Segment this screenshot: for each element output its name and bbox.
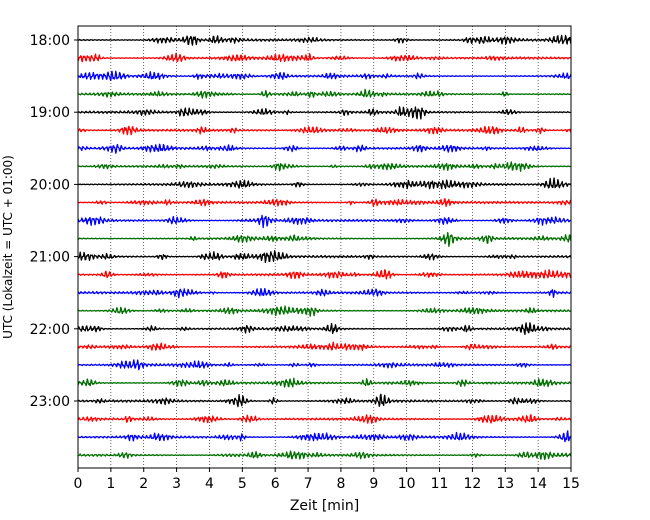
x-tick-label: 7 bbox=[304, 476, 313, 492]
seismic-trace bbox=[77, 430, 572, 443]
trace-group bbox=[77, 34, 572, 461]
seismic-trace bbox=[77, 305, 572, 317]
seismic-trace bbox=[77, 231, 572, 248]
x-tick-label: 2 bbox=[139, 476, 148, 492]
x-tick-label: 13 bbox=[496, 476, 514, 492]
x-tick-label: 9 bbox=[369, 476, 378, 492]
y-tick-label: 21:00 bbox=[30, 250, 70, 266]
y-axis-label: UTC (Lokalzeit = UTC + 01:00) bbox=[1, 155, 15, 339]
seismic-trace bbox=[77, 34, 572, 46]
seismic-trace bbox=[77, 198, 572, 207]
x-tick-label: 1 bbox=[106, 476, 115, 492]
seismic-trace bbox=[77, 106, 572, 120]
seismic-trace bbox=[77, 177, 572, 190]
y-tick-label: 18:00 bbox=[30, 33, 70, 49]
plot-frame bbox=[77, 25, 572, 469]
x-tick-label: 11 bbox=[431, 476, 449, 492]
seismic-trace bbox=[77, 341, 572, 351]
seismic-trace bbox=[77, 414, 572, 424]
x-tick-label: 4 bbox=[205, 476, 214, 492]
seismic-trace bbox=[77, 88, 572, 99]
seismic-trace bbox=[77, 287, 572, 299]
y-axis: 18:00 19:00 20:00 21:00 22:00 23:00 bbox=[30, 33, 78, 410]
seismic-trace bbox=[77, 250, 572, 263]
seismic-trace bbox=[77, 161, 572, 172]
x-axis: 0 1 2 3 4 5 6 7 8 9 10 11 12 13 14 15 bbox=[74, 468, 580, 492]
x-tick-label: 0 bbox=[74, 476, 83, 492]
seismic-trace bbox=[77, 143, 572, 154]
seismic-trace bbox=[77, 269, 572, 280]
seismic-trace bbox=[77, 377, 572, 388]
seismic-trace bbox=[77, 322, 572, 336]
y-tick-label: 22:00 bbox=[30, 322, 70, 338]
x-tick-label: 14 bbox=[529, 476, 547, 492]
x-tick-label: 10 bbox=[398, 476, 416, 492]
y-tick-label: 23:00 bbox=[30, 394, 70, 410]
seismic-trace bbox=[77, 214, 572, 229]
x-tick-label: 3 bbox=[172, 476, 181, 492]
seismic-trace bbox=[77, 359, 572, 371]
seismic-trace bbox=[77, 393, 572, 408]
seismic-trace bbox=[77, 70, 572, 82]
x-tick-label: 8 bbox=[336, 476, 345, 492]
seismic-trace bbox=[77, 450, 572, 461]
x-tick-label: 6 bbox=[271, 476, 280, 492]
seismic-trace bbox=[77, 125, 572, 136]
x-tick-label: 5 bbox=[238, 476, 247, 492]
y-tick-label: 20:00 bbox=[30, 177, 70, 193]
y-tick-label: 19:00 bbox=[30, 105, 70, 121]
seismic-trace bbox=[77, 52, 572, 63]
x-tick-label: 12 bbox=[463, 476, 481, 492]
x-tick-label: 15 bbox=[562, 476, 580, 492]
x-axis-label: Zeit [min] bbox=[290, 498, 359, 514]
